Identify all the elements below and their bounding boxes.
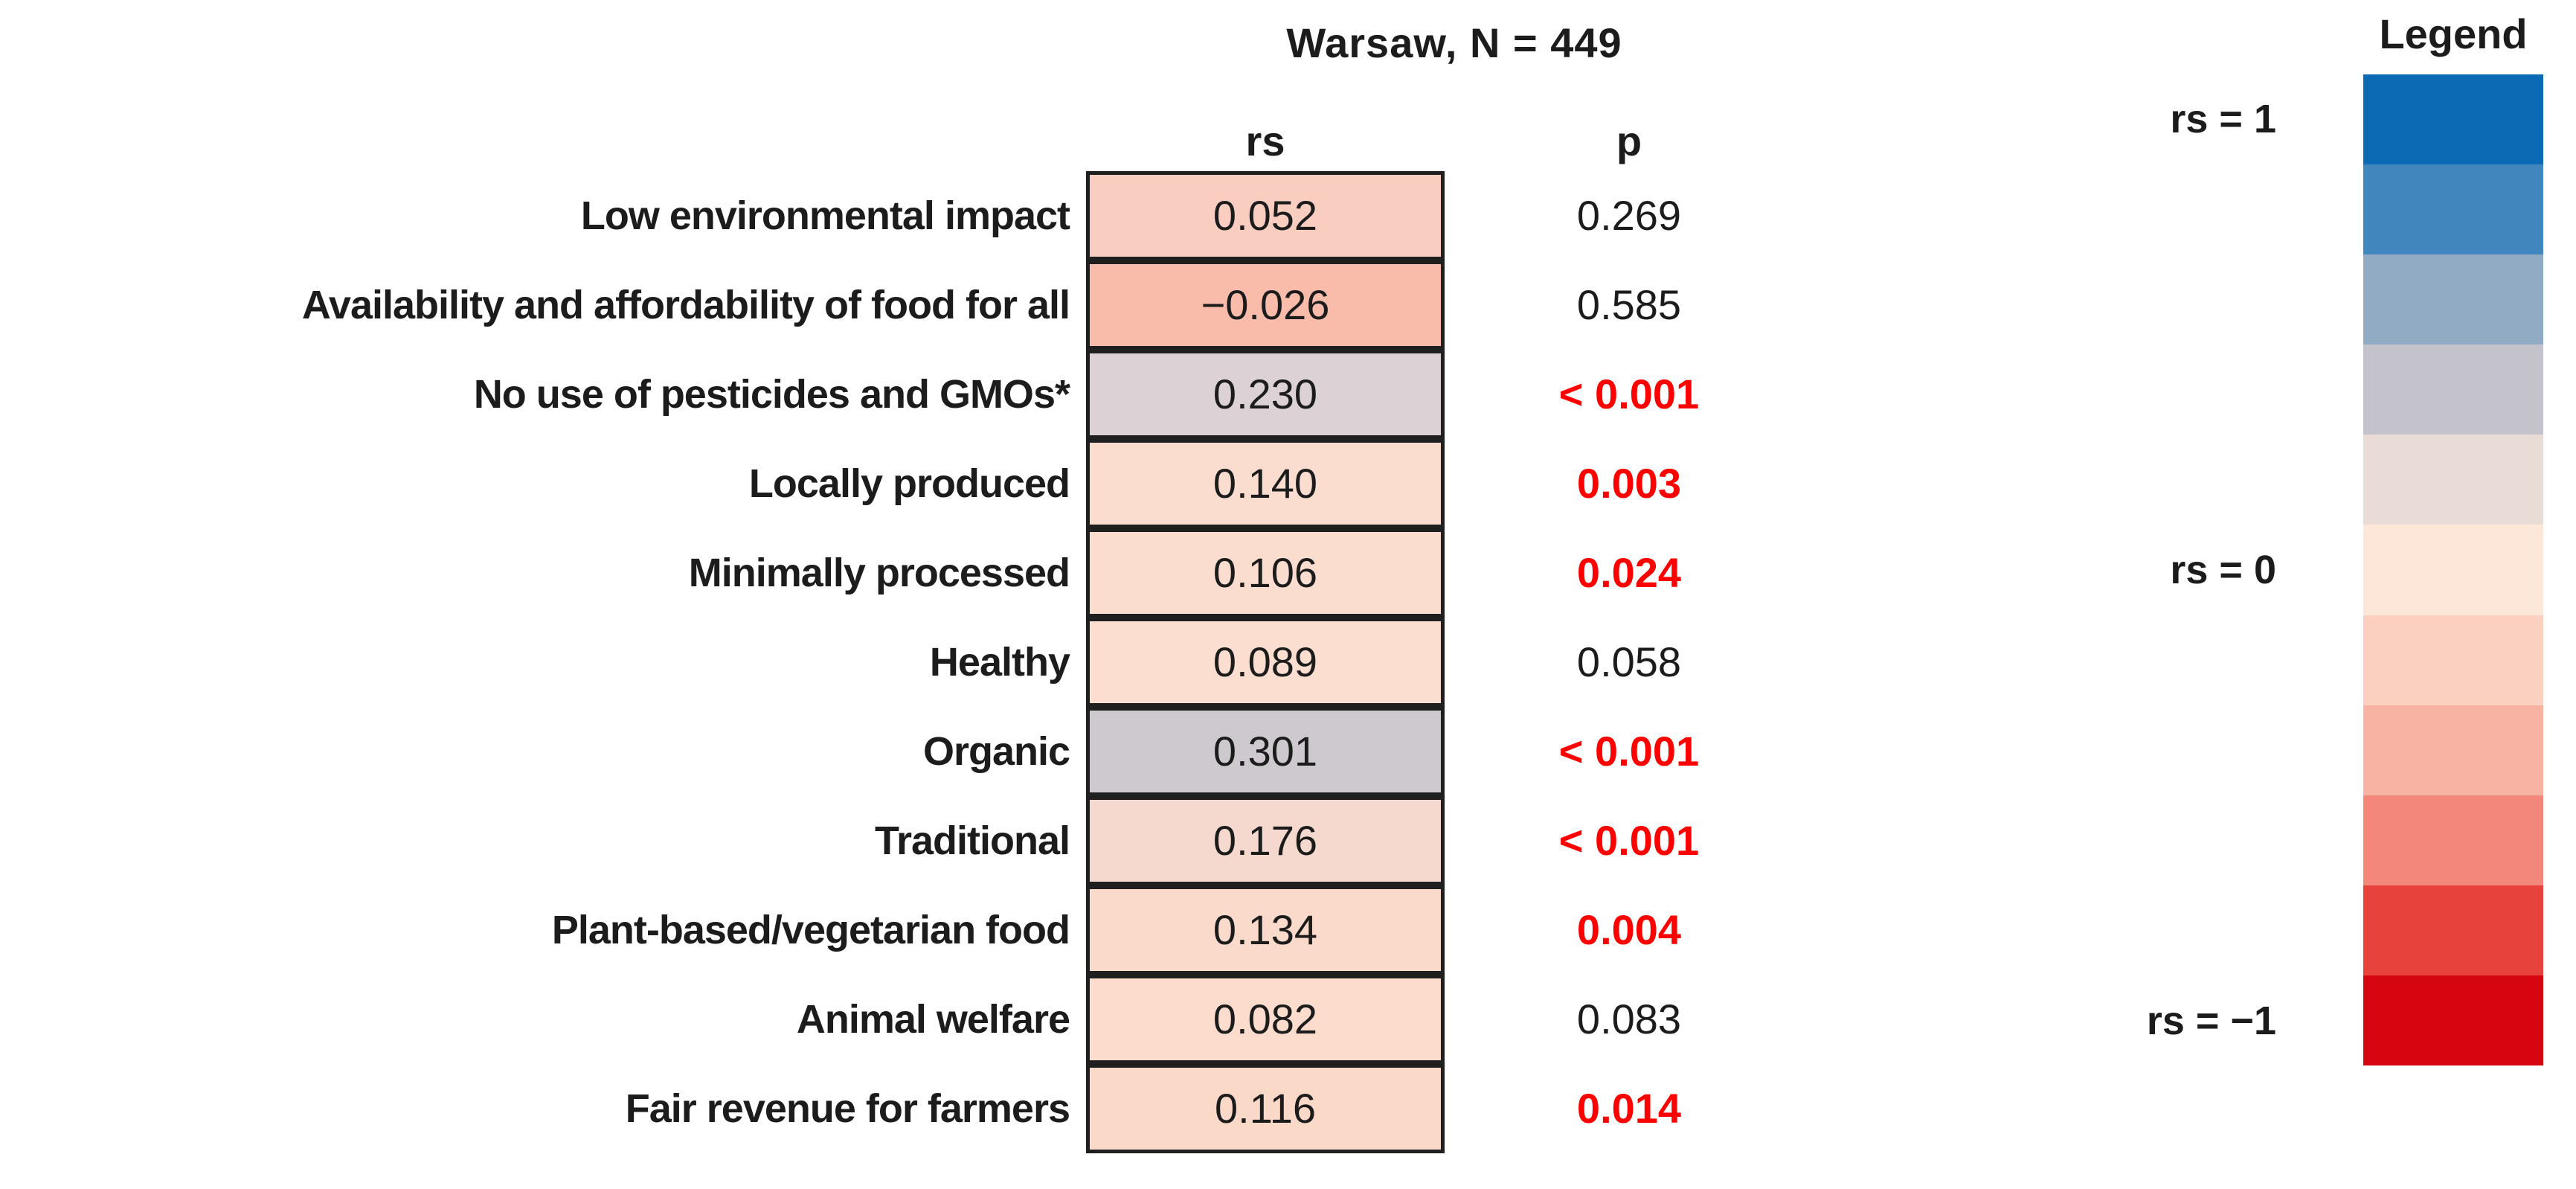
rs-cell: 0.230	[1086, 350, 1445, 439]
rs-cell: 0.089	[1086, 618, 1445, 707]
row-label: Traditional	[874, 818, 1070, 863]
rs-cell: −0.026	[1086, 260, 1445, 350]
row-label: Fair revenue for farmers	[625, 1086, 1070, 1131]
p-value: 0.058	[1576, 638, 1682, 685]
row-label: Minimally processed	[688, 551, 1070, 595]
p-value: 0.269	[1576, 192, 1682, 239]
rs-cell: 0.134	[1086, 885, 1445, 975]
p-value: 0.003	[1576, 460, 1682, 507]
rs-cell: 0.052	[1086, 171, 1445, 260]
p-value: < 0.001	[1558, 817, 1700, 864]
p-value: < 0.001	[1558, 371, 1700, 417]
p-value: 0.024	[1576, 549, 1682, 596]
column-header-rs: rs	[1245, 118, 1285, 164]
legend-color-block	[2363, 164, 2543, 255]
rs-cell: 0.140	[1086, 439, 1445, 528]
legend-color-block	[2363, 254, 2543, 345]
row-label: Low environmental impact	[580, 193, 1070, 238]
legend-label-rs-zero: rs = 0	[2170, 548, 2276, 592]
legend-color-block	[2363, 795, 2543, 885]
row-label: Plant-based/vegetarian food	[551, 908, 1070, 952]
row-label: Locally produced	[748, 461, 1070, 506]
p-value: < 0.001	[1558, 728, 1700, 775]
p-value: 0.083	[1576, 996, 1682, 1042]
rs-cell: 0.301	[1086, 707, 1445, 796]
legend-color-block	[2363, 525, 2543, 615]
figure-title: Warsaw, N = 449	[1286, 19, 1622, 66]
legend-label-rs-minus1: rs = −1	[2146, 999, 2276, 1043]
row-label: Availability and affordability of food f…	[301, 283, 1070, 327]
rs-cell: 0.082	[1086, 975, 1445, 1064]
p-value: 0.014	[1576, 1085, 1682, 1132]
row-label: Animal welfare	[796, 997, 1070, 1042]
column-header-p: p	[1616, 118, 1642, 164]
rs-cell: 0.116	[1086, 1064, 1445, 1153]
legend-color-block	[2363, 705, 2543, 795]
rs-cell: 0.106	[1086, 528, 1445, 618]
row-label: No use of pesticides and GMOs*	[473, 372, 1070, 417]
legend-color-block	[2363, 74, 2543, 165]
p-value: 0.585	[1576, 281, 1682, 328]
legend-colorbar	[2363, 74, 2543, 1066]
rs-cell: 0.176	[1086, 796, 1445, 885]
legend-color-block	[2363, 344, 2543, 435]
legend-color-block	[2363, 615, 2543, 705]
legend-color-block	[2363, 435, 2543, 525]
legend-color-block	[2363, 885, 2543, 975]
legend-title: Legend	[2379, 10, 2528, 57]
legend-color-block	[2363, 975, 2543, 1066]
p-value: 0.004	[1576, 906, 1682, 953]
legend-label-rs-plus1: rs = 1	[2170, 97, 2276, 141]
row-label: Healthy	[929, 640, 1070, 685]
row-label: Organic	[922, 729, 1070, 774]
